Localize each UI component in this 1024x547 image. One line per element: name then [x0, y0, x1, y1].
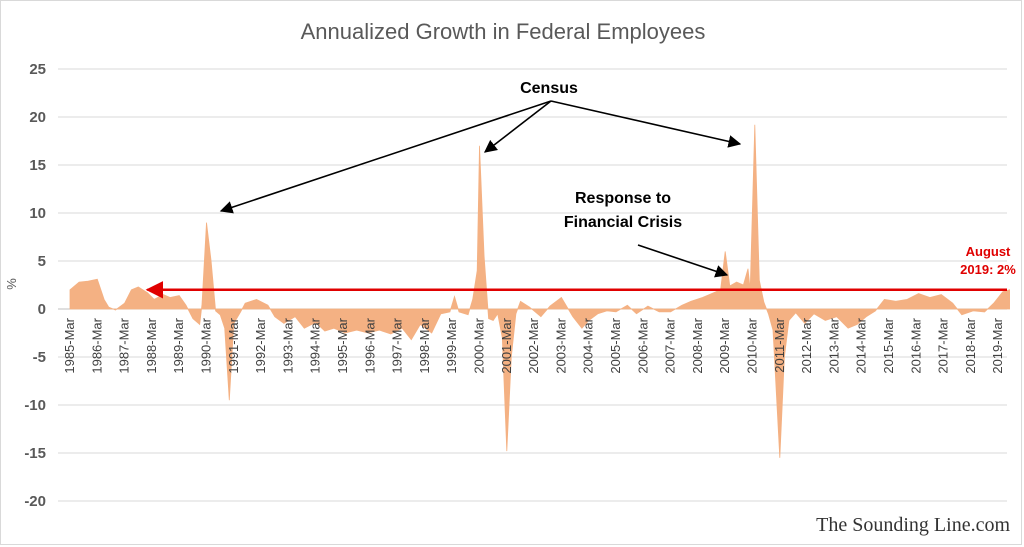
x-tick-label: 2011-Mar — [772, 317, 787, 372]
x-axis-ticks: 1985-Mar 1986-Mar 1987-Mar 1988-Mar 1989-Mar… — [62, 317, 1005, 373]
y-tick-label: -20 — [24, 493, 46, 510]
x-tick-label: 1996-Mar — [362, 317, 377, 373]
x-tick-label: 2003-Mar — [553, 317, 568, 373]
x-tick-label: 2016-Mar — [908, 317, 923, 373]
x-tick-label: 1988-Mar — [144, 317, 159, 373]
x-tick-label: 2013-Mar — [826, 317, 841, 373]
x-tick-label: 1987-Mar — [117, 317, 132, 373]
x-tick-label: 2019-Mar — [990, 317, 1005, 373]
y-tick-label: 10 — [29, 205, 46, 222]
financial-crisis-arrow — [637, 244, 729, 278]
y-axis-label: % — [4, 278, 19, 290]
y-tick-label: 0 — [38, 301, 46, 318]
x-tick-label: 2017-Mar — [936, 317, 951, 373]
x-tick-label: 2014-Mar — [854, 317, 869, 373]
census-annotation: Census — [520, 80, 578, 97]
series-area — [69, 124, 1010, 458]
x-tick-label: 2009-Mar — [717, 317, 732, 373]
census-arrow-1990 — [219, 100, 552, 214]
x-tick-label: 1992-Mar — [253, 317, 268, 373]
y-tick-label: 15 — [29, 157, 46, 174]
latest-value-annotation-line1: August — [966, 244, 1011, 259]
x-tick-label: 1997-Mar — [390, 317, 405, 373]
x-tick-label: 1986-Mar — [89, 317, 104, 373]
gridlines — [58, 68, 1007, 502]
x-tick-label: 1999-Mar — [444, 317, 459, 373]
x-tick-label: 2008-Mar — [690, 317, 705, 373]
x-tick-label: 1991-Mar — [226, 317, 241, 373]
x-tick-label: 1994-Mar — [308, 317, 323, 373]
x-tick-label: 2001-Mar — [499, 317, 514, 373]
y-tick-label: -15 — [24, 445, 46, 462]
y-tick-label: 20 — [29, 109, 46, 126]
data-area — [69, 124, 1010, 458]
x-tick-label: 2000-Mar — [472, 317, 487, 373]
latest-value-annotation-line2: 2019: 2% — [960, 262, 1016, 277]
x-tick-label: 2006-Mar — [635, 317, 650, 373]
x-tick-label: 2004-Mar — [581, 317, 596, 373]
x-tick-label: 1985-Mar — [62, 317, 77, 373]
x-tick-label: 1990-Mar — [199, 317, 214, 373]
x-tick-label: 2018-Mar — [963, 317, 978, 373]
y-tick-label: -5 — [33, 349, 46, 366]
x-tick-label: 1993-Mar — [280, 317, 295, 373]
x-tick-label: 2012-Mar — [799, 317, 814, 373]
chart-title: Annualized Growth in Federal Employees — [301, 19, 706, 44]
census-arrow-2000 — [483, 100, 552, 153]
x-tick-label: 1995-Mar — [335, 317, 350, 373]
watermark: The Sounding Line.com — [816, 514, 1010, 536]
y-tick-label: 25 — [29, 61, 46, 78]
y-tick-label: -10 — [24, 397, 46, 414]
x-tick-label: 2010-Mar — [745, 317, 760, 373]
y-axis-ticks: 25 20 15 10 5 0 -5 -10 -15 -20 — [24, 61, 46, 510]
x-tick-label: 2002-Mar — [526, 317, 541, 373]
x-tick-label: 1998-Mar — [417, 317, 432, 373]
census-arrow-2010 — [550, 100, 742, 148]
x-tick-label: 2007-Mar — [663, 317, 678, 373]
y-tick-label: 5 — [38, 253, 46, 270]
x-tick-label: 1989-Mar — [171, 317, 186, 373]
financial-crisis-annotation-line1: Response to — [575, 190, 671, 207]
x-tick-label: 2015-Mar — [881, 317, 896, 373]
x-tick-label: 2005-Mar — [608, 317, 623, 373]
financial-crisis-annotation-line2: Financial Crisis — [564, 214, 682, 231]
